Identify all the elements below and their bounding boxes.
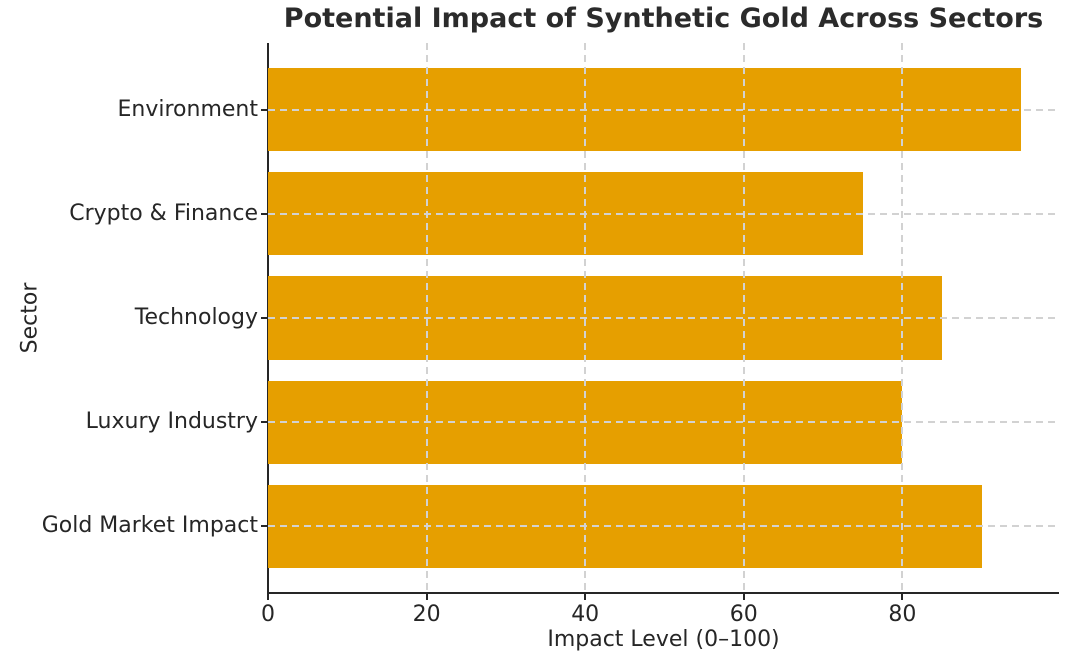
category-label: Luxury Industry	[85, 409, 258, 435]
x-tick	[425, 594, 428, 600]
x-tick	[742, 594, 745, 600]
v-gridline	[742, 43, 745, 593]
v-gridline	[901, 43, 904, 593]
h-gridline	[268, 108, 1059, 111]
category-label: Crypto & Finance	[69, 200, 258, 226]
chart-title: Potential Impact of Synthetic Gold Acros…	[283, 3, 1044, 34]
x-tick-label: 80	[888, 602, 917, 627]
x-tick	[267, 594, 269, 600]
y-tick	[261, 108, 267, 111]
y-tick	[261, 421, 267, 424]
y-tick	[261, 317, 267, 319]
h-gridline	[268, 317, 1059, 319]
category-label: Environment	[117, 96, 258, 122]
x-tick	[584, 594, 587, 600]
x-tick-label: 0	[261, 602, 275, 627]
category-label: Technology	[134, 305, 258, 330]
x-tick-label: 20	[412, 602, 441, 627]
x-axis-spine	[267, 592, 1059, 594]
category-label: Gold Market Impact	[41, 513, 258, 539]
x-tick	[901, 594, 904, 600]
h-gridline	[268, 212, 1059, 215]
h-gridline	[268, 525, 1059, 528]
y-tick	[261, 525, 267, 528]
x-tick-label: 40	[571, 602, 600, 627]
h-gridline	[268, 421, 1059, 424]
v-gridline	[584, 43, 587, 593]
x-tick-label: 60	[729, 602, 758, 627]
x-axis-label: Impact Level (0–100)	[547, 627, 780, 652]
v-gridline	[425, 43, 428, 593]
y-tick	[261, 212, 267, 215]
